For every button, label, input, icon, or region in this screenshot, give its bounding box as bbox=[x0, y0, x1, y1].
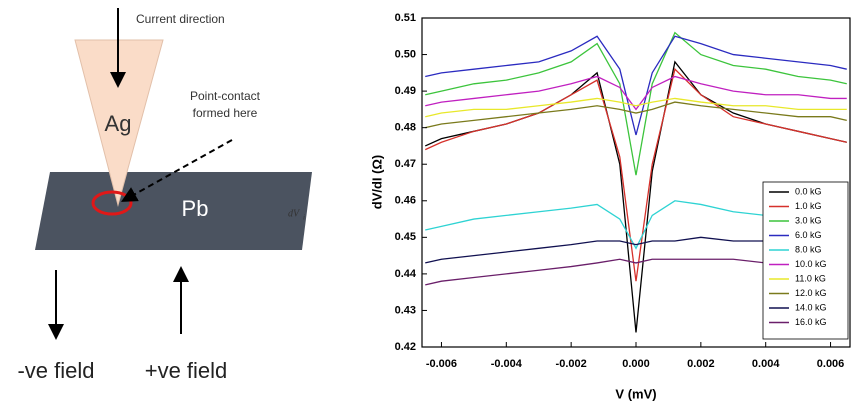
legend-label: 14.0 kG bbox=[795, 302, 827, 312]
series-line bbox=[425, 35, 847, 136]
legend-label: 8.0 kG bbox=[795, 244, 822, 254]
y-axis-label: dV/dI (Ω) bbox=[369, 155, 384, 209]
y-tick-label: 0.47 bbox=[395, 158, 416, 170]
x-tick-label: 0.002 bbox=[687, 358, 715, 370]
contact-label: formed here bbox=[193, 106, 258, 120]
x-tick-label: 0.000 bbox=[622, 358, 650, 370]
y-tick-label: 0.51 bbox=[395, 12, 416, 24]
contact-ring bbox=[91, 190, 133, 216]
legend-label: 6.0 kG bbox=[795, 230, 822, 240]
x-axis-label: V (mV) bbox=[615, 386, 656, 401]
legend-label: 16.0 kG bbox=[795, 317, 827, 327]
y-tick-label: 0.44 bbox=[395, 268, 417, 280]
y-tick-label: 0.46 bbox=[395, 195, 416, 207]
legend-label: 12.0 kG bbox=[795, 288, 827, 298]
legend-box bbox=[762, 181, 849, 340]
x-tick-label: -0.004 bbox=[491, 358, 523, 370]
series-line bbox=[424, 67, 847, 282]
legend-label: 1.0 kG bbox=[795, 201, 822, 211]
legend-label: 10.0 kG bbox=[795, 259, 827, 269]
y-tick-label: 0.43 bbox=[395, 304, 416, 316]
x-tick-label: 0.006 bbox=[817, 358, 845, 370]
x-tick-label: -0.002 bbox=[556, 358, 587, 370]
stray-sub: i bbox=[303, 214, 305, 222]
series-line bbox=[425, 101, 847, 129]
y-tick-label: 0.48 bbox=[395, 122, 416, 134]
contact-label: Point-contact bbox=[190, 89, 261, 103]
stray-label: dV bbox=[288, 208, 301, 219]
y-tick-label: 0.45 bbox=[395, 231, 416, 243]
x-tick-label: -0.006 bbox=[426, 358, 457, 370]
legend-label: 3.0 kG bbox=[795, 215, 822, 225]
series-line bbox=[425, 75, 847, 111]
legend-label: 11.0 kG bbox=[795, 273, 826, 283]
neg-field: -ve field bbox=[17, 358, 94, 383]
x-tick-label: 0.004 bbox=[752, 358, 780, 370]
ag-label: Ag bbox=[105, 111, 132, 136]
pos-field: +ve field bbox=[145, 358, 228, 383]
pb-label: Pb bbox=[182, 196, 209, 221]
y-tick-label: 0.50 bbox=[395, 48, 416, 60]
y-tick-label: 0.42 bbox=[395, 341, 416, 353]
y-tick-label: 0.49 bbox=[395, 85, 416, 97]
series-line bbox=[425, 97, 847, 118]
current-label: Current direction bbox=[136, 12, 225, 26]
series-line bbox=[425, 31, 847, 176]
legend-label: 0.0 kG bbox=[795, 186, 822, 196]
pb-slab bbox=[35, 172, 312, 250]
